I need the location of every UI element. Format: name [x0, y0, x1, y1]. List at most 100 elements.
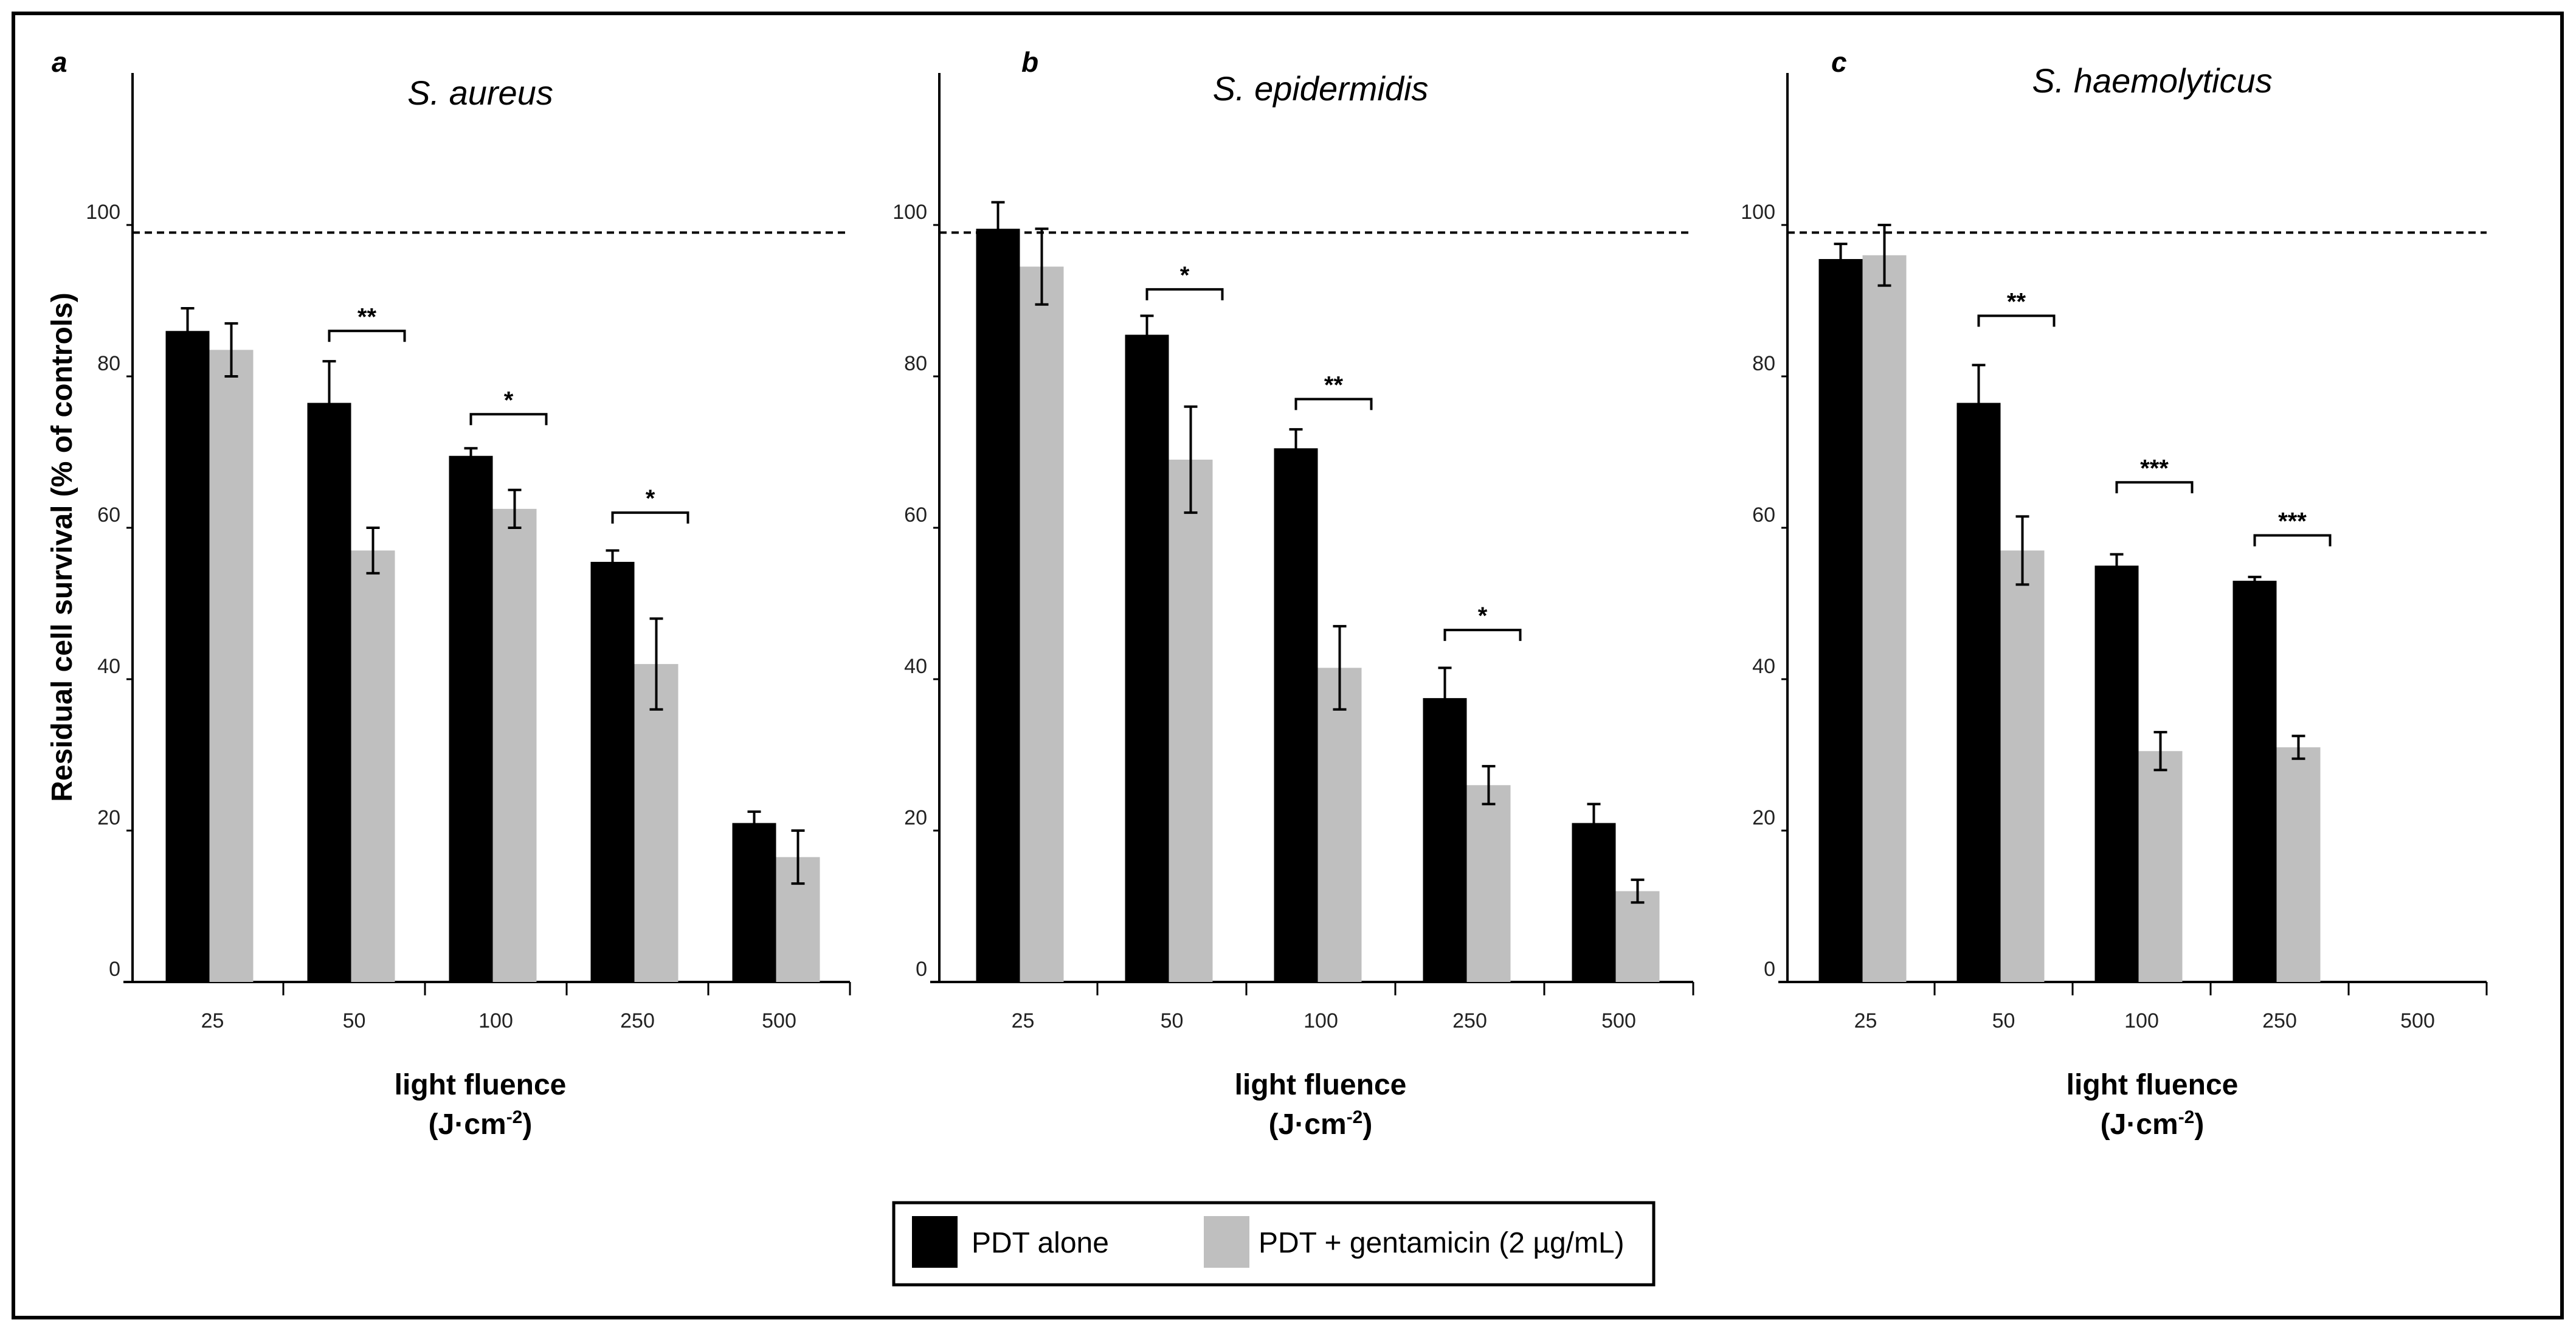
- significance-label: **: [2007, 288, 2026, 315]
- y-tick-label: 0: [1764, 958, 1775, 981]
- bar-pdt-alone: [1956, 403, 2001, 982]
- bar-pdt-alone: [976, 229, 1020, 983]
- panel-title: S. epidermidis: [1213, 69, 1429, 108]
- significance-bracket: [1145, 288, 1224, 300]
- legend-label-pdt-gentamicin: PDT + gentamicin (2 µg/mL): [1259, 1227, 1625, 1259]
- x-axis-label-line2: (J·cm-2): [2101, 1107, 2205, 1141]
- x-axis-label-line1: light fluence: [1235, 1069, 1407, 1101]
- significance-bracket: [611, 511, 689, 524]
- x-axis-label-line2: (J·cm-2): [429, 1107, 533, 1141]
- x-tick-label: 500: [2400, 1009, 2435, 1032]
- significance-label: ***: [2278, 508, 2307, 534]
- bar-pdt-alone: [1423, 698, 1467, 982]
- bar-pdt-gentamicin: [2276, 747, 2321, 982]
- y-axis-label: Residual cell survival (% of controls): [46, 292, 78, 802]
- significance-bracket: [1977, 314, 2056, 327]
- x-axis-label-line1: light fluence: [395, 1069, 567, 1101]
- y-tick-label: 100: [1741, 201, 1775, 224]
- x-axis-label-line1: light fluence: [2067, 1069, 2239, 1101]
- bar-pdt-gentamicin: [634, 664, 679, 982]
- x-tick-label: 250: [2262, 1009, 2297, 1032]
- y-tick-label: 40: [97, 655, 120, 678]
- significance-bracket: [1443, 629, 1522, 641]
- bar-pdt-alone: [1125, 334, 1169, 982]
- significance-bracket: [469, 413, 548, 426]
- x-tick-label: 25: [201, 1009, 224, 1032]
- x-axis-label-c: light fluence (J·cm-2): [2067, 1069, 2239, 1141]
- y-tick-label: 40: [904, 655, 927, 678]
- y-tick-label: 100: [893, 201, 927, 224]
- x-tick-label: 100: [478, 1009, 513, 1032]
- panel-b: b S. epidermidis 0 20 40 60 80 100 25 50 100 250 500…: [893, 46, 1694, 1032]
- panel-letter: a: [52, 46, 67, 78]
- bar-pdt-gentamicin: [1615, 891, 1660, 982]
- y-tick-label: 20: [1752, 806, 1775, 829]
- bar-pdt-gentamicin: [1466, 785, 1511, 982]
- significance-label: **: [1324, 372, 1344, 398]
- bar-pdt-gentamicin: [209, 350, 254, 982]
- y-tick-label: 0: [109, 958, 120, 981]
- legend-label-pdt-alone: PDT alone: [972, 1227, 1109, 1259]
- significance-label: *: [504, 387, 514, 413]
- y-tick-label: 20: [904, 806, 927, 829]
- x-tick-label: 100: [1304, 1009, 1338, 1032]
- y-tick-label: 100: [86, 201, 120, 224]
- significance-label: **: [357, 303, 377, 330]
- significance-label: *: [1180, 262, 1190, 289]
- significance-label: *: [1478, 603, 1488, 629]
- bar-pdt-alone: [2094, 565, 2139, 982]
- bar-pdt-alone: [732, 823, 776, 982]
- bar-pdt-gentamicin: [1862, 255, 1907, 982]
- y-tick-label: 40: [1752, 655, 1775, 678]
- bar-pdt-alone: [1274, 448, 1318, 982]
- bar-pdt-alone: [165, 331, 210, 982]
- significance-label: ***: [2140, 455, 2169, 482]
- significance-bracket: [2253, 534, 2332, 547]
- x-axis-label-b: light fluence (J·cm-2): [1235, 1069, 1407, 1141]
- bar-pdt-alone: [2232, 581, 2277, 982]
- x-axis-label-a: light fluence (J·cm-2): [395, 1069, 567, 1141]
- bar-pdt-alone: [1572, 823, 1616, 982]
- x-tick-label: 500: [1601, 1009, 1636, 1032]
- y-tick-label: 80: [97, 352, 120, 375]
- significance-bracket: [2115, 481, 2194, 494]
- x-tick-label: 100: [2124, 1009, 2159, 1032]
- x-tick-label: 250: [620, 1009, 655, 1032]
- legend: PDT alone PDT + gentamicin (2 µg/mL): [892, 1201, 1656, 1287]
- panel-letter: b: [1021, 46, 1038, 78]
- y-tick-label: 0: [916, 958, 927, 981]
- bar-pdt-gentamicin: [1020, 266, 1064, 983]
- bar-pdt-gentamicin: [2000, 550, 2045, 982]
- legend-box: [892, 1201, 1656, 1287]
- bar-pdt-gentamicin: [2138, 751, 2183, 982]
- bar-pdt-alone: [1818, 259, 1863, 982]
- bar-pdt-gentamicin: [1169, 459, 1213, 982]
- bar-pdt-alone: [307, 403, 351, 982]
- legend-swatch-pdt-gentamicin: [1204, 1216, 1249, 1268]
- x-tick-label: 25: [1854, 1009, 1877, 1032]
- x-tick-label: 50: [1161, 1009, 1184, 1032]
- panel-letter: c: [1831, 46, 1847, 78]
- panel-c: c S. haemolyticus 0 20 40 60 80 100 25 50 100 250 50…: [1741, 46, 2488, 1032]
- bar-pdt-gentamicin: [351, 550, 395, 982]
- y-tick-label: 20: [97, 806, 120, 829]
- y-tick-label: 80: [904, 352, 927, 375]
- panel-title: S. aureus: [407, 74, 553, 112]
- panel-title: S. haemolyticus: [2032, 61, 2272, 100]
- x-tick-label: 500: [762, 1009, 796, 1032]
- y-tick-label: 80: [1752, 352, 1775, 375]
- x-tick-label: 50: [1992, 1009, 2015, 1032]
- x-tick-label: 50: [343, 1009, 366, 1032]
- y-tick-label: 60: [97, 503, 120, 527]
- bar-pdt-alone: [449, 455, 493, 982]
- x-tick-label: 25: [1012, 1009, 1035, 1032]
- bar-pdt-gentamicin: [1317, 668, 1362, 982]
- x-axis-label-line2: (J·cm-2): [1269, 1107, 1373, 1141]
- y-tick-label: 60: [1752, 503, 1775, 527]
- significance-label: *: [646, 485, 655, 512]
- significance-bracket: [1294, 398, 1373, 410]
- legend-swatch-pdt-alone: [912, 1216, 958, 1268]
- significance-bracket: [328, 330, 406, 342]
